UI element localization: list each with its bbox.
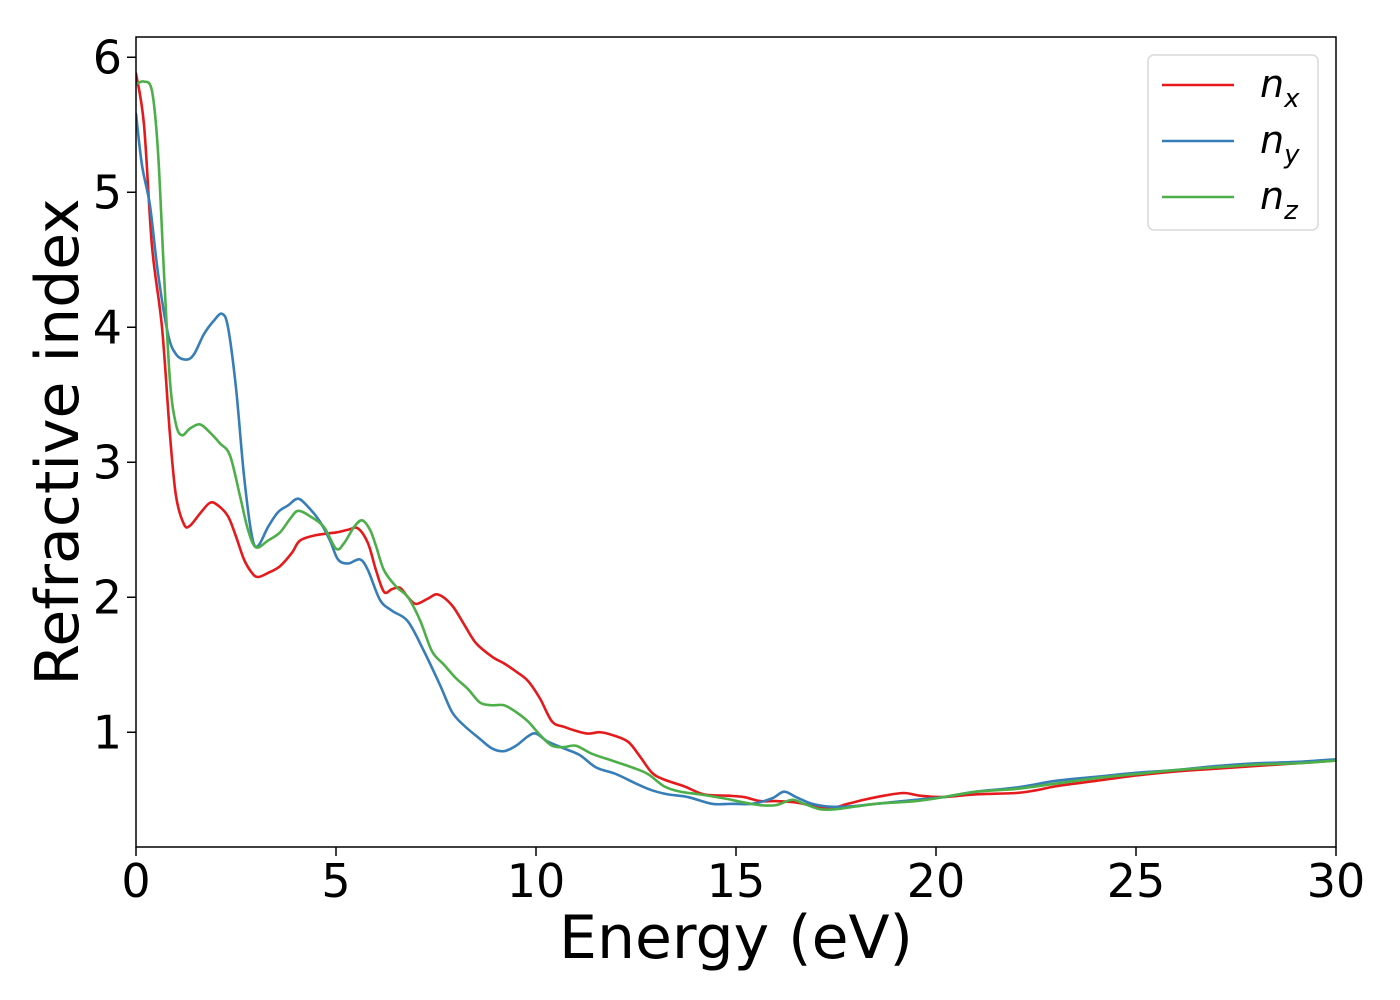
- legend-label-nx: nx: [1260, 62, 1300, 114]
- x-tick-label: 15: [707, 854, 766, 908]
- x-tick-label: 10: [507, 854, 566, 908]
- y-tick-label: 4: [93, 300, 122, 354]
- legend-label-ny: ny: [1260, 118, 1300, 170]
- series-layer: [136, 72, 1336, 812]
- y-tick-label: 1: [93, 705, 122, 759]
- x-tick-label: 20: [907, 854, 966, 908]
- y-tick-label: 6: [93, 30, 122, 84]
- y-tick-label: 2: [93, 570, 122, 624]
- y-tick-label: 3: [93, 435, 122, 489]
- x-axis-label: Energy (eV): [559, 903, 913, 973]
- legend-label-nz: nz: [1260, 174, 1299, 226]
- legend-box: [1147, 54, 1319, 231]
- x-tick-label: 25: [1107, 854, 1166, 908]
- x-axis-ticks: 0 5 10 15 20 25 30: [121, 847, 1365, 908]
- y-axis-ticks: 1 2 3 4 5 6: [93, 30, 136, 759]
- y-axis-label: Refractive index: [23, 198, 93, 685]
- series-line-nx: [136, 72, 1336, 810]
- x-tick-label: 5: [321, 854, 350, 908]
- series-line-nz: [136, 80, 1336, 812]
- x-tick-label: 30: [1307, 854, 1366, 908]
- x-tick-label: 0: [121, 854, 150, 908]
- y-tick-label: 5: [93, 165, 122, 219]
